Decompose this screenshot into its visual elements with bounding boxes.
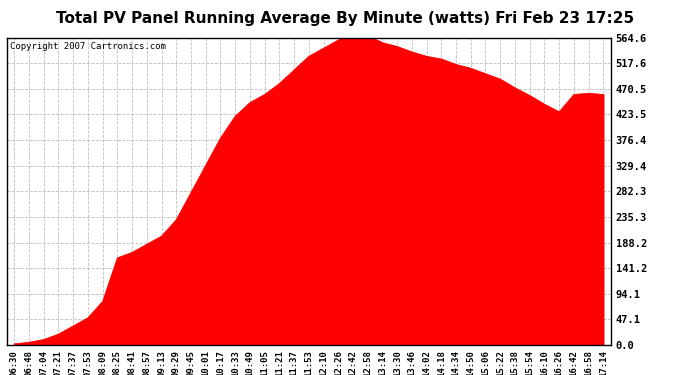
- Text: Total PV Panel Running Average By Minute (watts) Fri Feb 23 17:25: Total PV Panel Running Average By Minute…: [56, 11, 634, 26]
- Text: Copyright 2007 Cartronics.com: Copyright 2007 Cartronics.com: [10, 42, 166, 51]
